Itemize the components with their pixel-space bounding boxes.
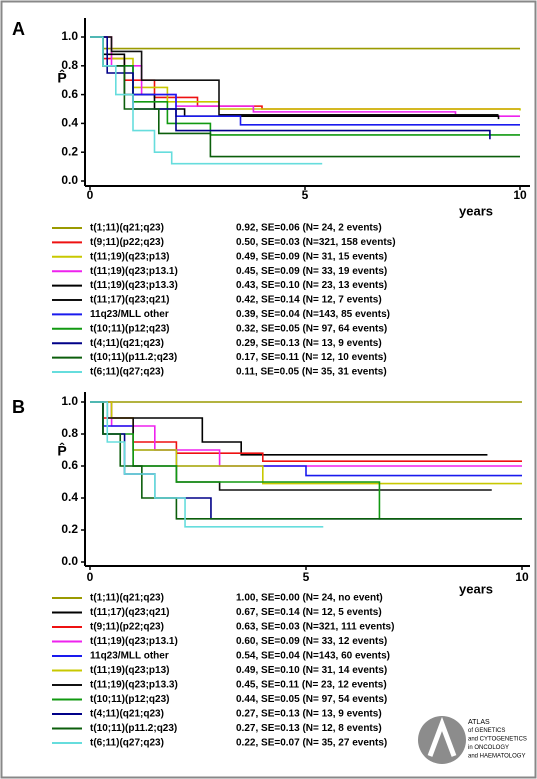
legend-summary: 0.39, SE=0.04 (N=143, 85 events)	[236, 309, 390, 320]
legend-summary: 0.92, SE=0.06 (N= 24, 2 events)	[236, 223, 382, 234]
legend-summary: 0.45, SE=0.09 (N= 33, 19 events)	[236, 266, 387, 277]
y-tick-label: 0.4	[61, 116, 78, 130]
logo-text: and CYTOGENETICS	[468, 737, 527, 743]
legend-label: t(9;11)(p22;q23)	[90, 237, 164, 248]
legend-summary: 0.32, SE=0.05 (N= 97, 64 events)	[236, 323, 387, 334]
legend-label: t(1;11)(q21;q23)	[90, 223, 164, 234]
legend-summary: 0.17, SE=0.11 (N= 12, 10 events)	[236, 352, 387, 363]
y-tick-label: 0.0	[61, 173, 78, 187]
legend-label: t(11;19)(q23;p13.3)	[90, 280, 178, 291]
y-tick-label: 0.4	[61, 490, 78, 504]
x-tick-label: 10	[513, 188, 527, 202]
legend-summary: 0.29, SE=0.13 (N= 13, 9 events)	[236, 338, 382, 349]
legend-label: t(11;19)(q23;p13.1)	[90, 636, 178, 647]
legend-label: t(10;11)(p11.2;q23)	[90, 352, 177, 363]
legend-summary: 0.43, SE=0.10 (N= 23, 13 events)	[236, 280, 387, 291]
legend-label: t(6;11)(q27;q23)	[90, 367, 164, 378]
legend-label: t(10;11)(p12;q23)	[90, 323, 169, 334]
survival-curve	[90, 401, 522, 467]
survival-curve	[90, 36, 520, 50]
y-tick-label: 0.8	[61, 426, 78, 440]
legend-summary: 0.42, SE=0.14 (N= 12, 7 events)	[236, 295, 382, 306]
legend-label: t(11;19)(q23;p13.1)	[90, 266, 178, 277]
y-tick-label: 0.2	[61, 144, 78, 158]
survival-curve	[90, 36, 499, 116]
survival-curve	[90, 401, 324, 528]
legend-label: t(6;11)(q27;q23)	[90, 738, 164, 749]
y-tick-label: 1.0	[61, 394, 78, 408]
x-axis-label: years	[459, 203, 493, 218]
legend-label: t(11;19)(q23;p13.3)	[90, 680, 178, 691]
legend-summary: 0.44, SE=0.05 (N= 97, 54 events)	[236, 694, 387, 705]
panel-title: A	[12, 19, 25, 39]
legend-summary: 0.49, SE=0.09 (N= 31, 15 events)	[236, 251, 387, 262]
legend-summary: 0.22, SE=0.07 (N= 35, 27 events)	[236, 738, 387, 749]
survival-curve	[90, 401, 522, 520]
legend-summary: 0.63, SE=0.03 (N=321, 111 events)	[236, 622, 394, 633]
legend-label: t(4;11)(q21;q23)	[90, 338, 164, 349]
y-tick-label: 0.2	[61, 522, 78, 536]
legend-summary: 0.60, SE=0.09 (N= 33, 12 events)	[236, 636, 387, 647]
survival-curve	[90, 401, 522, 520]
survival-curve	[90, 401, 522, 485]
y-tick-label: 0.6	[61, 87, 78, 101]
y-tick-label: 1.0	[61, 29, 78, 43]
logo	[418, 716, 466, 764]
x-tick-label: 0	[87, 188, 94, 202]
legend-summary: 0.67, SE=0.14 (N= 12, 5 events)	[236, 607, 382, 618]
survival-curve	[90, 401, 522, 520]
legend-label: t(10;11)(p11.2;q23)	[90, 723, 177, 734]
legend-summary: 0.54, SE=0.04 (N=143, 60 events)	[236, 651, 390, 662]
legend-summary: 0.27, SE=0.13 (N= 12, 8 events)	[236, 723, 382, 734]
y-tick-label: 0.0	[61, 554, 78, 568]
legend-summary: 0.50, SE=0.03 (N=321, 158 events)	[236, 237, 396, 248]
survival-curve	[90, 401, 492, 491]
y-tick-label: 0.8	[61, 58, 78, 72]
legend-summary: 1.00, SE=0.00 (N= 24, no event)	[236, 593, 383, 604]
logo-text: of GENETICS	[468, 728, 505, 734]
x-tick-label: 5	[302, 188, 309, 202]
legend-label: t(1;11)(q21;q23)	[90, 593, 164, 604]
y-axis-label: P̂	[57, 441, 66, 458]
logo-text: in ONCOLOGY	[468, 745, 509, 751]
x-tick-label: 0	[87, 570, 94, 584]
legend-label: t(11;17)(q23;q21)	[90, 607, 169, 618]
panel-title: B	[12, 397, 25, 417]
survival-curve	[90, 36, 323, 165]
y-tick-label: 0.6	[61, 458, 78, 472]
legend-summary: 0.11, SE=0.05 (N= 35, 31 events)	[236, 367, 387, 378]
survival-curve	[90, 401, 488, 456]
x-tick-label: 5	[303, 570, 310, 584]
legend-label: 11q23/MLL other	[90, 309, 169, 320]
legend-label: t(11;19)(q23;p13)	[90, 251, 169, 262]
legend-summary: 0.49, SE=0.10 (N= 31, 14 events)	[236, 665, 387, 676]
legend-summary: 0.45, SE=0.11 (N= 23, 12 events)	[236, 680, 387, 691]
logo-text: ATLAS	[468, 719, 490, 726]
legend-label: t(11;19)(q23;p13)	[90, 665, 169, 676]
x-axis-label: years	[459, 581, 493, 596]
legend-summary: 0.27, SE=0.13 (N= 13, 9 events)	[236, 709, 382, 720]
x-tick-label: 10	[515, 570, 529, 584]
legend-label: t(11;17)(q23;q21)	[90, 295, 169, 306]
legend-label: 11q23/MLL other	[90, 651, 169, 662]
legend-label: t(4;11)(q21;q23)	[90, 709, 164, 720]
legend-label: t(9;11)(p22;q23)	[90, 622, 164, 633]
logo-glyph	[427, 716, 457, 757]
logo-text: and HAEMATOLOGY	[468, 754, 525, 760]
legend-label: t(10;11)(p12;q23)	[90, 694, 169, 705]
y-axis-label: P̂	[57, 68, 66, 85]
